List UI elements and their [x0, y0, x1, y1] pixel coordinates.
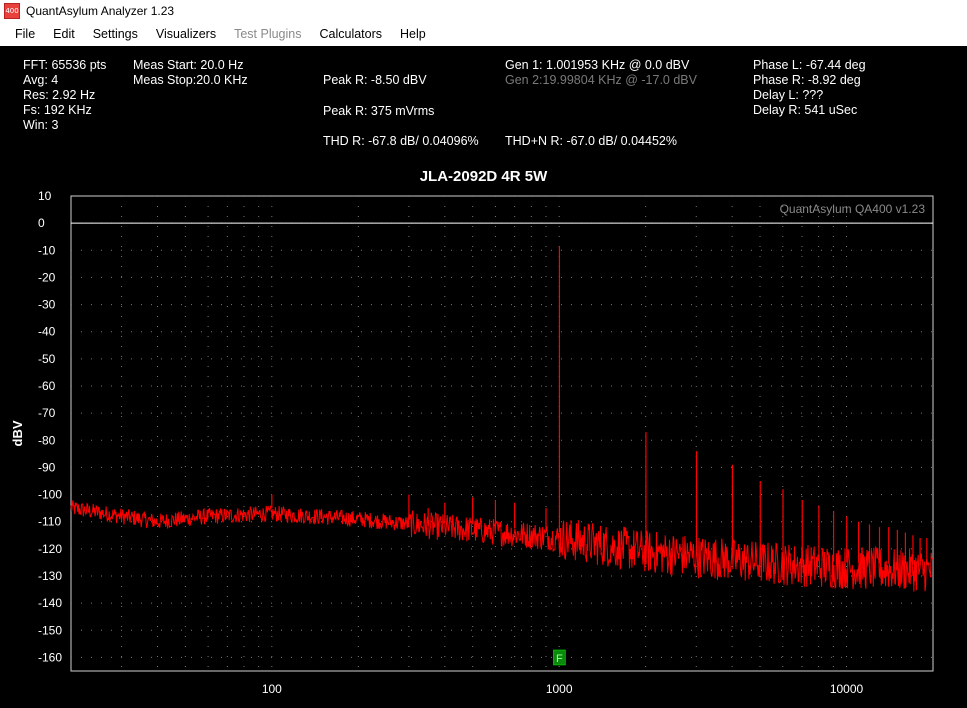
y-tick-label: -70: [38, 406, 56, 420]
resolution-readout: Res: 2.92 Hz: [23, 88, 96, 102]
y-tick-label: -30: [38, 298, 56, 312]
title-bar: 400 QuantAsylum Analyzer 1.23: [0, 0, 967, 22]
gen2-readout: Gen 2:19.99804 KHz @ -17.0 dBV: [505, 73, 697, 87]
menu-edit[interactable]: Edit: [53, 27, 75, 41]
spectrum-plot[interactable]: 100-10-20-30-40-50-60-70-80-90-100-110-1…: [0, 46, 967, 708]
menu-file[interactable]: File: [15, 27, 36, 41]
x-tick-label: 10000: [830, 682, 864, 696]
y-tick-label: -120: [38, 542, 62, 556]
menu-test-plugins[interactable]: Test Plugins: [234, 27, 302, 41]
fft-size-readout: FFT: 65536 pts: [23, 58, 107, 72]
y-tick-label: -10: [38, 243, 56, 257]
y-tick-label: 0: [38, 216, 45, 230]
y-tick-label: 10: [38, 189, 52, 203]
y-tick-label: -40: [38, 325, 56, 339]
y-tick-label: -160: [38, 650, 62, 664]
x-tick-label: 100: [262, 682, 282, 696]
peak-r-dbv-readout: Peak R: -8.50 dBV: [323, 73, 427, 87]
menu-help[interactable]: Help: [400, 27, 426, 41]
app-icon: 400: [4, 3, 20, 19]
plot-frame: [70, 195, 934, 672]
y-axis-label: dBV: [10, 420, 25, 446]
meas-start-readout: Meas Start: 20.0 Hz: [133, 58, 244, 72]
y-tick-label: -60: [38, 379, 56, 393]
y-tick-label: -110: [38, 515, 61, 529]
y-tick-label: -50: [38, 352, 56, 366]
y-tick-label: -20: [38, 270, 56, 284]
avg-readout: Avg: 4: [23, 73, 59, 87]
y-tick-label: -150: [38, 623, 62, 637]
analyzer-main-area: FFT: 65536 pts Avg: 4 Res: 2.92 Hz Fs: 1…: [0, 46, 967, 708]
thdn-r-readout: THD+N R: -67.0 dB/ 0.04452%: [505, 134, 677, 148]
sample-rate-readout: Fs: 192 KHz: [23, 103, 92, 117]
watermark-label: QuantAsylum QA400 v1.23: [780, 202, 926, 216]
menu-visualizers[interactable]: Visualizers: [155, 27, 217, 41]
menu-bar: File Edit Settings Visualizers Test Plug…: [0, 22, 967, 46]
y-tick-label: -90: [38, 460, 56, 474]
chart-title: JLA-2092D 4R 5W: [419, 168, 548, 185]
phase-r-readout: Phase R: -8.92 deg: [753, 73, 861, 87]
frequency-marker-label: F: [556, 653, 563, 665]
phase-l-readout: Phase L: -67.44 deg: [753, 58, 866, 72]
window-readout: Win: 3: [23, 118, 59, 132]
y-tick-label: -140: [38, 596, 62, 610]
noise-floor-trace: [70, 500, 934, 592]
frequency-marker: [553, 649, 566, 666]
peak-r-mvrms-readout: Peak R: 375 mVrms: [323, 104, 435, 118]
thd-r-readout: THD R: -67.8 dB/ 0.04096%: [323, 134, 479, 148]
meas-stop-readout: Meas Stop:20.0 KHz: [133, 73, 248, 87]
y-tick-label: -100: [38, 488, 62, 502]
window-title: QuantAsylum Analyzer 1.23: [26, 4, 175, 18]
delay-r-readout: Delay R: 541 uSec: [753, 103, 858, 117]
x-tick-label: 1000: [546, 682, 573, 696]
delay-l-readout: Delay L: ???: [753, 88, 824, 102]
y-tick-label: -80: [38, 433, 56, 447]
y-tick-label: -130: [38, 569, 62, 583]
gen1-readout: Gen 1: 1.001953 KHz @ 0.0 dBV: [505, 58, 690, 72]
menu-calculators[interactable]: Calculators: [319, 27, 383, 41]
menu-settings[interactable]: Settings: [92, 27, 138, 41]
